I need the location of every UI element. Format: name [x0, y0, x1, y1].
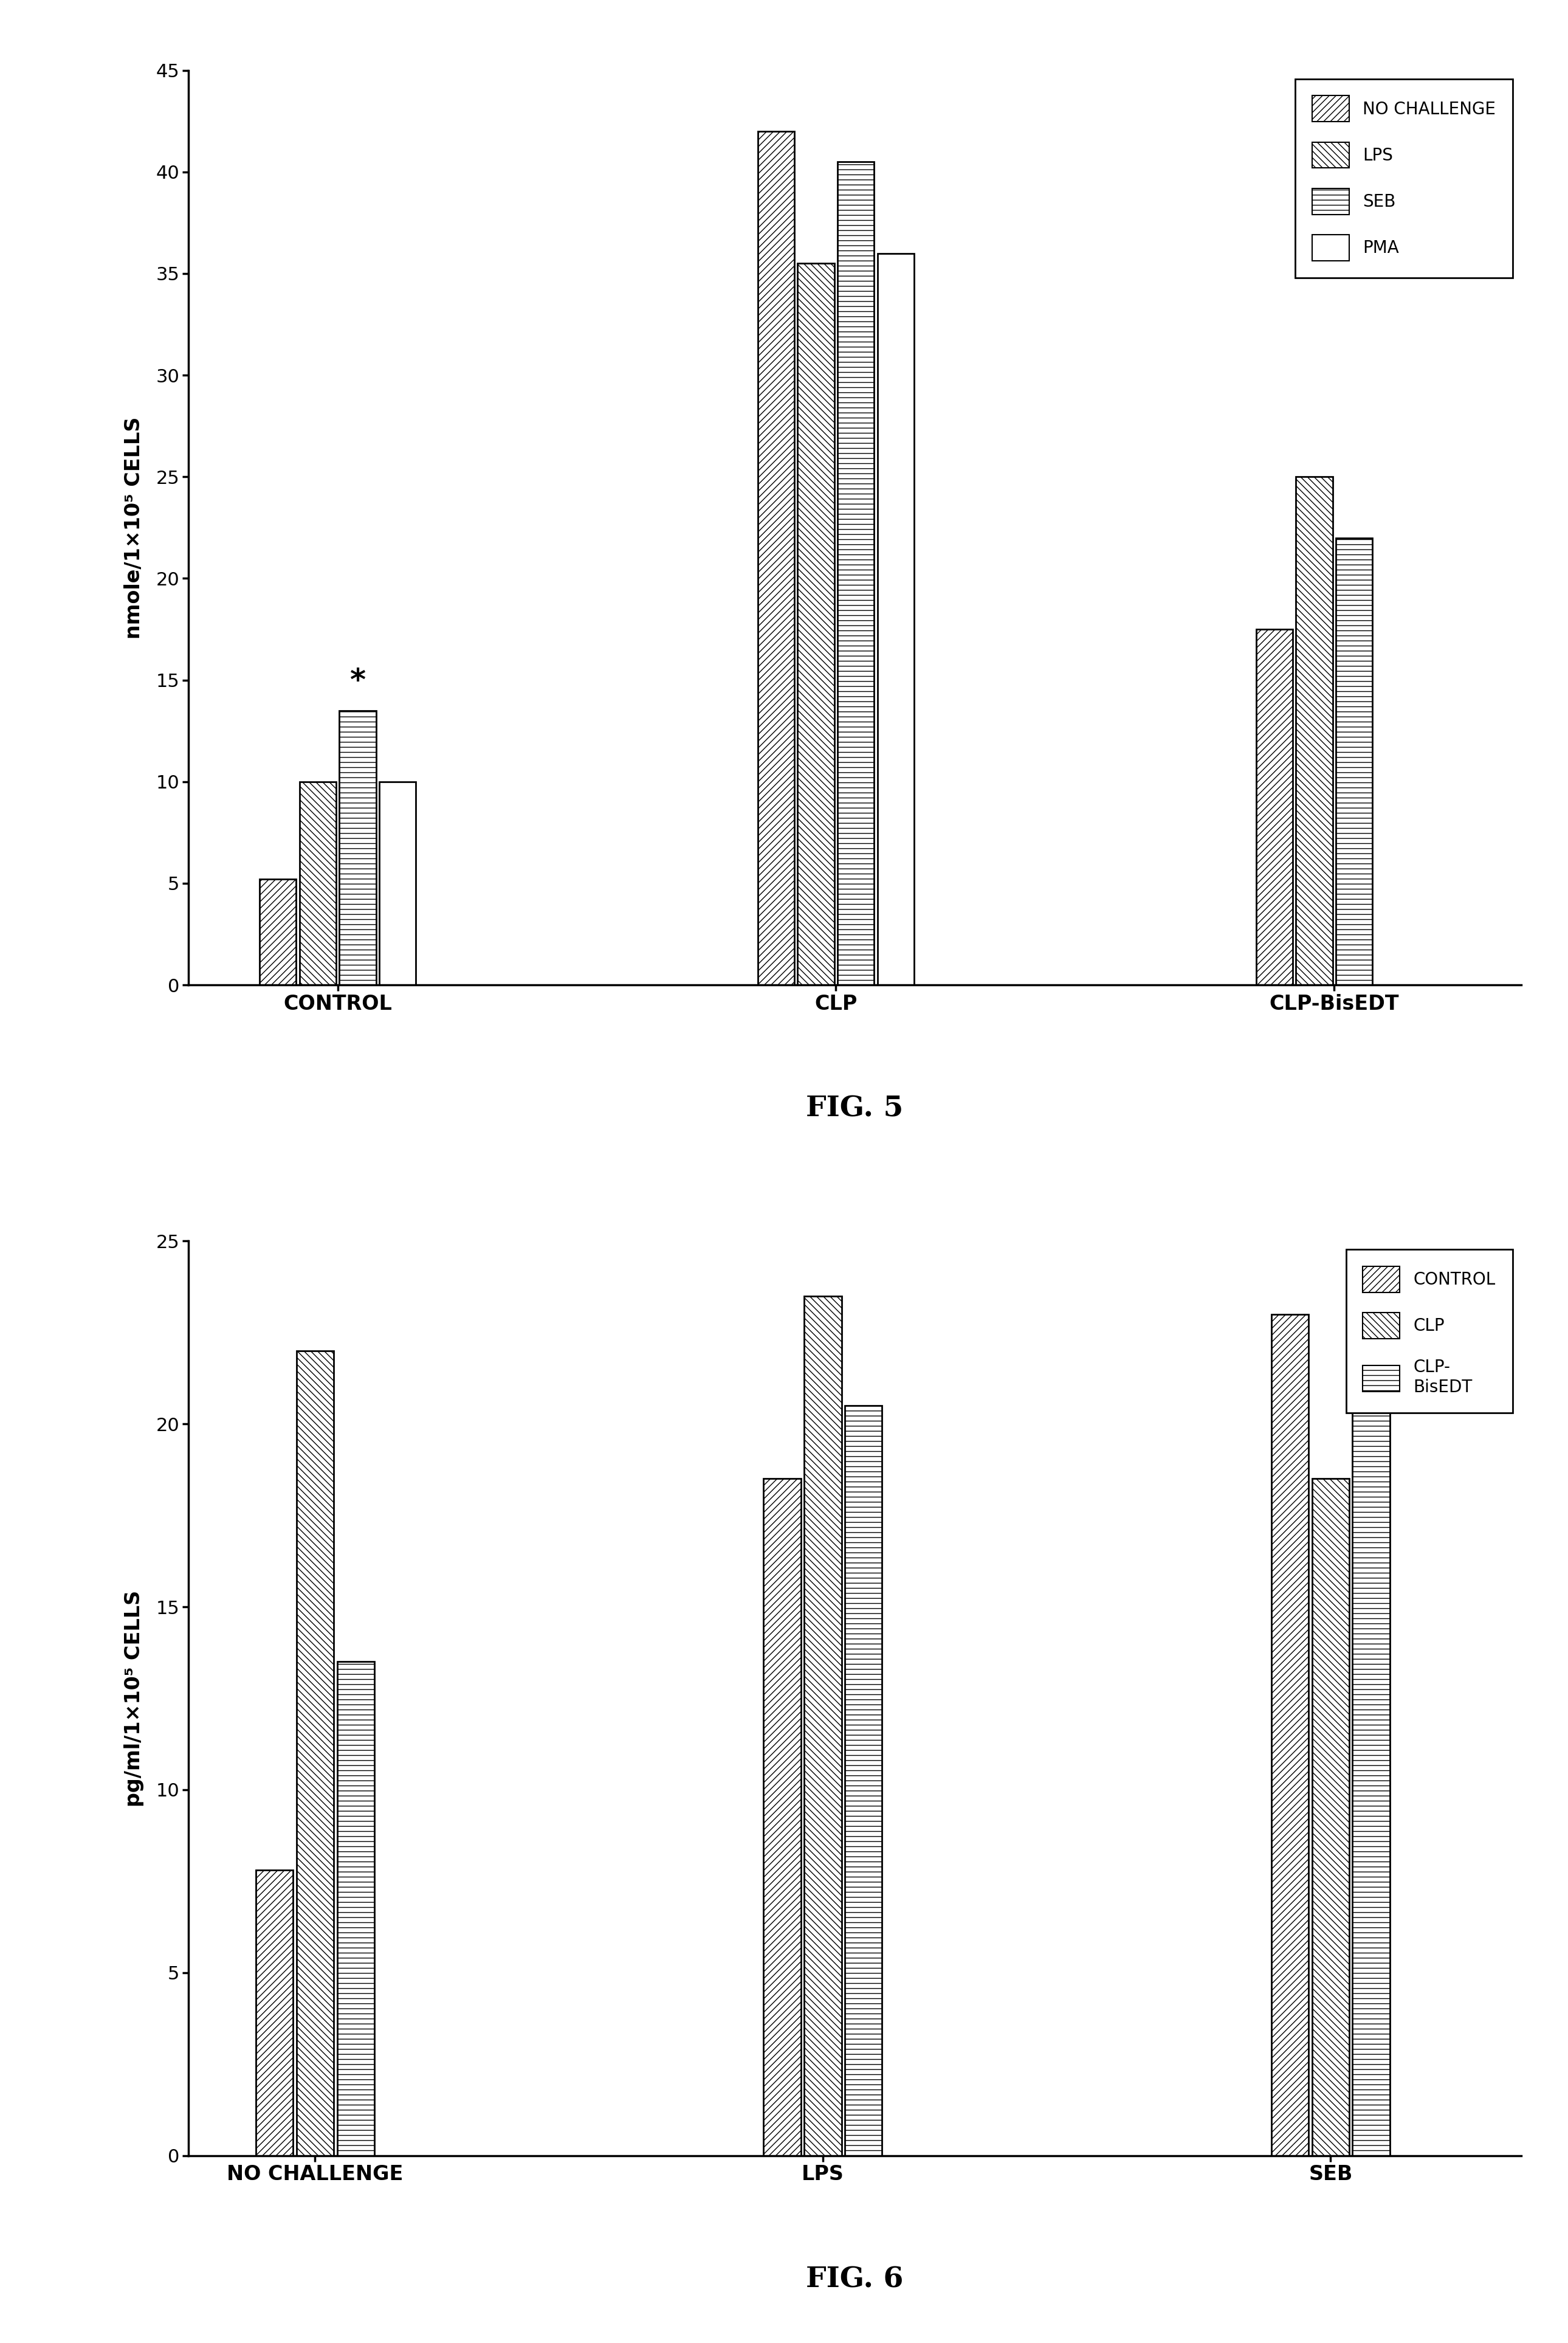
Bar	[1353, 1277, 1389, 2156]
Bar	[339, 710, 376, 984]
Bar	[1256, 630, 1292, 984]
Text: FIG. 5: FIG. 5	[806, 1094, 903, 1122]
Bar	[1312, 1478, 1348, 2156]
Text: *: *	[350, 668, 365, 696]
Bar	[798, 262, 834, 984]
Bar	[1295, 476, 1333, 984]
Bar	[757, 131, 795, 984]
Bar	[260, 879, 296, 984]
Bar	[1272, 1314, 1309, 2156]
Y-axis label: pg/ml/1×10⁵ CELLS: pg/ml/1×10⁵ CELLS	[124, 1591, 144, 1806]
Bar	[764, 1478, 801, 2156]
Bar	[337, 1661, 375, 2156]
Bar	[379, 783, 416, 984]
Legend: NO CHALLENGE, LPS, SEB, PMA: NO CHALLENGE, LPS, SEB, PMA	[1295, 80, 1513, 279]
Bar	[299, 783, 336, 984]
Bar	[804, 1296, 842, 2156]
Bar	[837, 162, 873, 984]
Bar	[1336, 539, 1372, 984]
Bar	[256, 1870, 293, 2156]
Bar	[845, 1406, 883, 2156]
Text: FIG. 6: FIG. 6	[806, 2266, 903, 2294]
Legend: CONTROL, CLP, CLP-
BisEDT: CONTROL, CLP, CLP- BisEDT	[1345, 1249, 1513, 1413]
Y-axis label: nmole/1×10⁵ CELLS: nmole/1×10⁵ CELLS	[124, 417, 144, 640]
Bar	[296, 1350, 334, 2156]
Bar	[878, 253, 914, 984]
